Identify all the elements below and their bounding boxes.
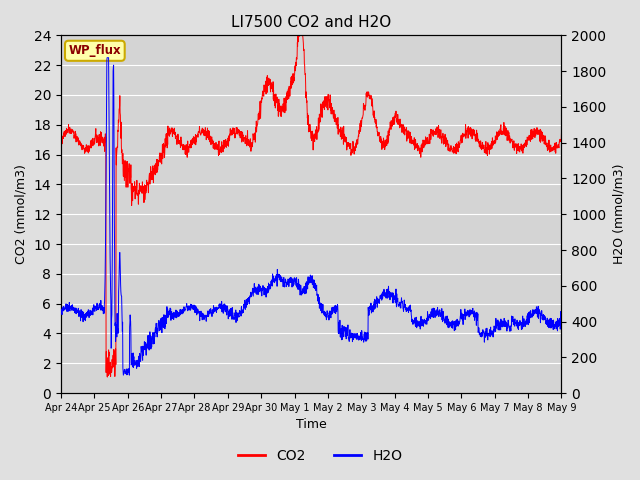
Text: WP_flux: WP_flux — [68, 44, 121, 57]
Y-axis label: CO2 (mmol/m3): CO2 (mmol/m3) — [15, 164, 28, 264]
Legend: CO2, H2O: CO2, H2O — [232, 443, 408, 468]
X-axis label: Time: Time — [296, 419, 326, 432]
Title: LI7500 CO2 and H2O: LI7500 CO2 and H2O — [231, 15, 392, 30]
Y-axis label: H2O (mmol/m3): H2O (mmol/m3) — [612, 164, 625, 264]
